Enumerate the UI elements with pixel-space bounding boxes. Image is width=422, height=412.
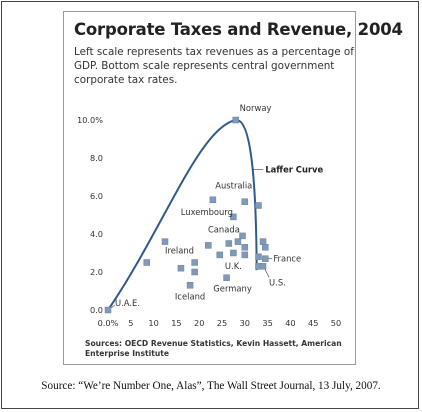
x-tick-label: 45	[308, 318, 318, 328]
point-label: U.A.E.	[115, 298, 140, 308]
y-tick-label: 2.0	[90, 267, 103, 277]
chart-sources: Sources: OECD Revenue Statistics, Kevin …	[85, 339, 342, 358]
y-tick-label: 8.0	[90, 153, 103, 163]
point-label: Germany	[213, 284, 252, 294]
point-label: Norway	[240, 103, 272, 113]
point-label: Canada	[208, 225, 240, 235]
figure-caption: Source: “We’re Number One, Alas”, The Wa…	[41, 380, 381, 392]
chart-subtitle: Left scale represents tax revenues as a …	[74, 46, 354, 86]
y-tick-label: 4.0	[90, 229, 103, 239]
data-point	[241, 198, 249, 205]
data-point	[205, 242, 212, 249]
data-point	[104, 306, 112, 314]
x-tick-label: 50	[331, 318, 341, 328]
laffer-curve	[107, 119, 258, 311]
x-tick-label: 5	[128, 318, 133, 328]
x-tick-label: 30	[240, 318, 250, 328]
point-label: U.S.	[269, 277, 286, 287]
annotation-label: Laffer Curve	[265, 164, 323, 174]
data-point	[239, 232, 246, 240]
point-label: Australia	[215, 181, 252, 191]
data-point	[216, 251, 223, 259]
data-point	[234, 238, 242, 245]
x-tick-label: 10	[148, 318, 158, 328]
data-point	[259, 263, 267, 270]
data-point	[191, 268, 198, 276]
leader-line	[110, 304, 116, 309]
point-label: Luxembourg	[181, 207, 233, 217]
leader-line	[264, 269, 270, 278]
x-tick-label: 40	[285, 318, 295, 328]
y-tick-label: 0.0	[90, 305, 103, 315]
y-tick-label: 10.0%	[77, 115, 103, 125]
data-point	[230, 249, 237, 257]
data-point	[225, 240, 233, 247]
x-tick-label: 0.0%	[98, 318, 119, 328]
point-label: Iceland	[175, 291, 205, 301]
data-point	[191, 259, 198, 266]
data-point	[255, 202, 262, 209]
data-point	[241, 251, 249, 259]
y-tick-label: 6.0	[90, 191, 103, 201]
data-point	[143, 259, 151, 266]
data-point	[223, 274, 230, 281]
point-label: U.K.	[225, 261, 242, 271]
x-tick-label: 25	[217, 318, 227, 328]
data-point	[232, 116, 239, 124]
data-point	[209, 196, 217, 204]
x-tick-label: 35	[262, 318, 272, 328]
data-point	[255, 253, 262, 261]
point-labels: U.A.E. Ireland Iceland Luxembourg Germany U.K…	[110, 103, 324, 309]
chart-title: Corporate Taxes and Revenue, 2004	[74, 20, 403, 39]
scatter-chart: 0.0 2.0 4.0 6.0 8.0 10.0% 0.0% 5 10 15 20 25 30 35 40 4…	[77, 103, 341, 328]
data-point	[262, 255, 269, 262]
data-point	[186, 282, 194, 289]
data-point	[262, 244, 269, 251]
data-point	[259, 238, 267, 245]
x-tick-label: 20	[194, 318, 204, 328]
point-label: Ireland	[165, 246, 194, 256]
data-point	[230, 213, 237, 221]
data-point	[177, 264, 185, 272]
axis-ticks: 0.0 2.0 4.0 6.0 8.0 10.0% 0.0% 5 10 15 20 25 30 35 40 4…	[77, 115, 341, 328]
x-tick-label: 15	[171, 318, 181, 328]
data-point	[241, 244, 249, 251]
data-point	[161, 238, 169, 245]
data-points	[104, 116, 269, 314]
point-label: France	[273, 254, 301, 264]
